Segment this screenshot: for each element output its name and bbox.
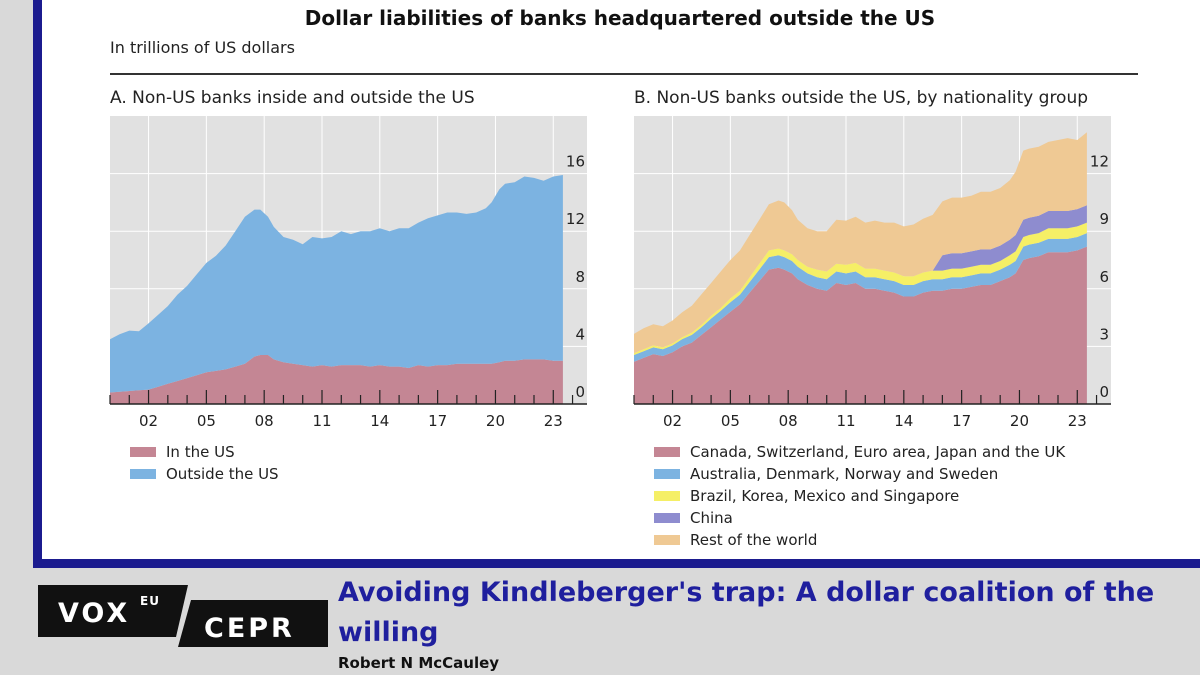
x-tick-label: 23 <box>544 412 563 430</box>
panel-a-area-series-0 <box>110 355 563 404</box>
x-tick-label: 02 <box>139 412 158 430</box>
x-tick-label: 05 <box>721 412 740 430</box>
legend-swatch <box>654 469 680 479</box>
x-tick-label: 14 <box>370 412 389 430</box>
panel-b-area-series-3 <box>634 205 1087 354</box>
y-tick-label: 12 <box>1090 153 1109 171</box>
legend-label: China <box>690 509 733 527</box>
panel-b-legend: Canada, Switzerland, Euro area, Japan an… <box>654 441 1065 551</box>
y-tick-label: 0 <box>1099 383 1109 401</box>
article-author: Robert N McCauley <box>338 654 500 672</box>
vox-logo-block <box>38 585 188 637</box>
legend-swatch <box>654 535 680 545</box>
legend-label: Canada, Switzerland, Euro area, Japan an… <box>690 443 1066 461</box>
header-rule <box>110 73 1138 75</box>
x-tick-label: 08 <box>255 412 274 430</box>
legend-item-outside-us: Outside the US <box>130 463 279 485</box>
x-tick-label: 11 <box>312 412 331 430</box>
x-tick-label: 08 <box>779 412 798 430</box>
y-tick-label: 9 <box>1099 210 1109 228</box>
x-tick-label: 11 <box>836 412 855 430</box>
x-tick-label: 02 <box>663 412 682 430</box>
x-tick-label: 20 <box>486 412 505 430</box>
legend-label: Rest of the world <box>690 531 818 549</box>
cepr-logo-block <box>178 600 328 647</box>
vox-text: VOX <box>58 598 130 629</box>
panel-b-area-series-4 <box>634 132 1087 354</box>
panel-b-area-series-0 <box>634 246 1087 404</box>
legend-item-adns: Australia, Denmark, Norway and Sweden <box>654 463 1065 485</box>
article-title[interactable]: Avoiding Kindleberger's trap: A dollar c… <box>338 577 1155 648</box>
y-tick-label: 4 <box>575 325 585 343</box>
x-tick-label: 20 <box>1010 412 1029 430</box>
cepr-text: CEPR <box>204 613 295 644</box>
panel-a-title: A. Non-US banks inside and outside the U… <box>110 88 475 108</box>
y-tick-label: 6 <box>1099 268 1109 286</box>
legend-item-in-us: In the US <box>130 441 279 463</box>
legend-swatch <box>654 513 680 523</box>
x-tick-label: 05 <box>197 412 216 430</box>
y-tick-label: 0 <box>575 383 585 401</box>
legend-swatch <box>654 447 680 457</box>
legend-swatch <box>130 469 156 479</box>
y-tick-label: 16 <box>566 153 585 171</box>
x-tick-label: 14 <box>894 412 913 430</box>
legend-swatch <box>654 491 680 501</box>
y-tick-label: 12 <box>566 210 585 228</box>
panel-b-title: B. Non-US banks outside the US, by natio… <box>634 88 1089 108</box>
eu-text: EU <box>140 594 160 608</box>
legend-item-bkms: Brazil, Korea, Mexico and Singapore <box>654 485 1065 507</box>
panel-b-area-series-1 <box>634 233 1087 362</box>
y-tick-label: 3 <box>1099 325 1109 343</box>
figure-title: Dollar liabilities of banks headquartere… <box>304 6 936 30</box>
legend-label: In the US <box>166 443 235 461</box>
panel-b-plot: 02 05 08 11 14 17 20 23 0 3 6 9 12 <box>633 116 1111 430</box>
legend-label: Brazil, Korea, Mexico and Singapore <box>690 487 960 505</box>
legend-item-rest: Rest of the world <box>654 529 1065 551</box>
legend-item-china: China <box>654 507 1065 529</box>
voxeu-cepr-logo[interactable]: VOX EU CEPR <box>38 585 333 657</box>
legend-label: Outside the US <box>166 465 279 483</box>
x-tick-label: 17 <box>952 412 971 430</box>
panel-a-area-series-1 <box>110 175 563 393</box>
x-tick-label: 23 <box>1068 412 1087 430</box>
legend-item-g5: Canada, Switzerland, Euro area, Japan an… <box>654 441 1065 463</box>
legend-swatch <box>130 447 156 457</box>
panel-a-plot: 02 05 08 11 14 17 20 23 0 4 8 12 16 <box>109 116 587 430</box>
x-tick-label: 17 <box>428 412 447 430</box>
y-tick-label: 8 <box>575 268 585 286</box>
legend-label: Australia, Denmark, Norway and Sweden <box>690 465 999 483</box>
panel-a-legend: In the US Outside the US <box>130 441 279 485</box>
figure-subtitle: In trillions of US dollars <box>110 38 295 57</box>
panel-b-area-series-2 <box>634 222 1087 355</box>
